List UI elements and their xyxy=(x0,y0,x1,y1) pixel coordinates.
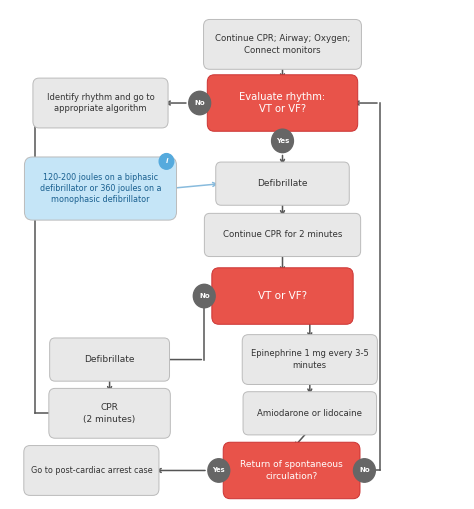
FancyBboxPatch shape xyxy=(24,445,159,495)
Circle shape xyxy=(208,459,230,482)
FancyBboxPatch shape xyxy=(33,78,168,128)
FancyBboxPatch shape xyxy=(212,268,353,324)
Text: Defibrillate: Defibrillate xyxy=(257,179,308,188)
Text: No: No xyxy=(199,293,210,299)
Text: Return of spontaneous
circulation?: Return of spontaneous circulation? xyxy=(240,460,343,480)
Text: Go to post-cardiac arrest case: Go to post-cardiac arrest case xyxy=(31,466,152,475)
FancyBboxPatch shape xyxy=(216,162,349,205)
Text: No: No xyxy=(194,100,205,106)
Text: 120-200 joules on a biphasic
defibrillator or 360 joules on a
monophasic defibri: 120-200 joules on a biphasic defibrillat… xyxy=(40,173,161,205)
Circle shape xyxy=(354,459,375,482)
FancyBboxPatch shape xyxy=(243,392,376,435)
FancyBboxPatch shape xyxy=(50,338,170,381)
FancyBboxPatch shape xyxy=(242,334,377,384)
Circle shape xyxy=(159,154,174,169)
Text: Epinephrine 1 mg every 3-5
minutes: Epinephrine 1 mg every 3-5 minutes xyxy=(251,349,369,370)
Text: Continue CPR for 2 minutes: Continue CPR for 2 minutes xyxy=(223,231,342,239)
Text: Yes: Yes xyxy=(212,467,225,473)
FancyBboxPatch shape xyxy=(223,442,360,499)
Circle shape xyxy=(193,285,215,308)
Text: Amiodarone or lidocaine: Amiodarone or lidocaine xyxy=(257,409,362,418)
FancyBboxPatch shape xyxy=(203,19,362,69)
Text: Defibrillate: Defibrillate xyxy=(84,355,135,364)
Text: Yes: Yes xyxy=(276,138,289,144)
Text: CPR
(2 minutes): CPR (2 minutes) xyxy=(83,403,136,423)
Circle shape xyxy=(272,129,293,153)
Circle shape xyxy=(189,91,210,115)
FancyBboxPatch shape xyxy=(49,388,170,438)
FancyBboxPatch shape xyxy=(207,75,358,131)
Text: Continue CPR; Airway; Oxygen;
Connect monitors: Continue CPR; Airway; Oxygen; Connect mo… xyxy=(215,34,350,54)
Text: Identify rhythm and go to
appropriate algorithm: Identify rhythm and go to appropriate al… xyxy=(46,93,155,113)
Text: Evaluate rhythm:
VT or VF?: Evaluate rhythm: VT or VF? xyxy=(239,92,326,115)
Text: i: i xyxy=(165,158,168,164)
FancyBboxPatch shape xyxy=(204,213,361,257)
Text: No: No xyxy=(359,467,370,473)
FancyBboxPatch shape xyxy=(25,157,176,220)
Text: VT or VF?: VT or VF? xyxy=(258,291,307,301)
